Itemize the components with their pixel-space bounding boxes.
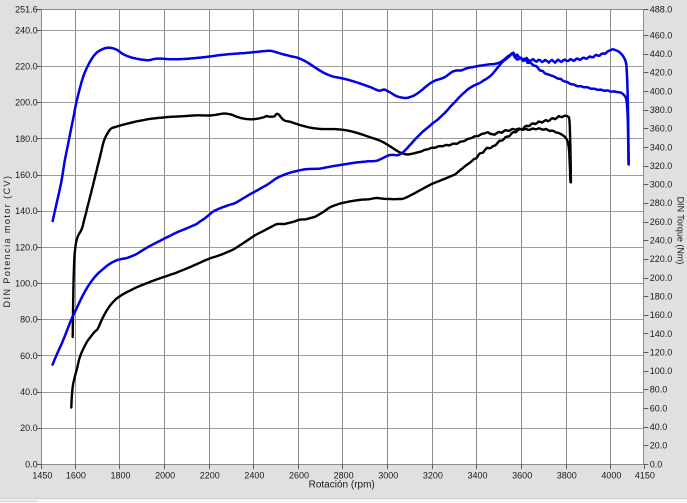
svg-text:460.0: 460.0 (650, 30, 673, 40)
svg-text:340.0: 340.0 (650, 142, 673, 152)
svg-text:0.0: 0.0 (25, 459, 38, 469)
svg-text:1800: 1800 (110, 470, 130, 480)
svg-text:DIN Potencia motor (CV): DIN Potencia motor (CV) (2, 175, 12, 308)
svg-text:1600: 1600 (66, 470, 86, 480)
svg-text:100.0: 100.0 (650, 366, 673, 376)
svg-text:380.0: 380.0 (650, 105, 673, 115)
svg-text:220.0: 220.0 (650, 254, 673, 264)
svg-text:2400: 2400 (244, 470, 264, 480)
svg-text:440.0: 440.0 (650, 49, 673, 59)
svg-text:2200: 2200 (200, 470, 220, 480)
svg-text:60.0: 60.0 (20, 351, 38, 361)
svg-text:360.0: 360.0 (650, 124, 673, 134)
svg-text:300.0: 300.0 (650, 180, 673, 190)
svg-text:80.0: 80.0 (20, 315, 38, 325)
svg-text:400.0: 400.0 (650, 86, 673, 96)
svg-text:1450: 1450 (32, 470, 52, 480)
svg-text:240.0: 240.0 (15, 25, 38, 35)
svg-text:40.0: 40.0 (650, 422, 668, 432)
svg-text:Rotación (rpm): Rotación (rpm) (309, 480, 375, 491)
svg-text:3800: 3800 (557, 470, 577, 480)
svg-text:40.0: 40.0 (20, 387, 38, 397)
svg-text:120.0: 120.0 (15, 242, 38, 252)
svg-text:320.0: 320.0 (650, 161, 673, 171)
svg-text:160.0: 160.0 (650, 310, 673, 320)
svg-text:240.0: 240.0 (650, 236, 673, 246)
svg-text:20.0: 20.0 (650, 441, 668, 451)
svg-text:180.0: 180.0 (650, 292, 673, 302)
svg-text:3400: 3400 (467, 470, 487, 480)
svg-text:260.0: 260.0 (650, 217, 673, 227)
svg-text:280.0: 280.0 (650, 198, 673, 208)
svg-text:180.0: 180.0 (15, 134, 38, 144)
svg-text:120.0: 120.0 (650, 347, 673, 357)
svg-text:200.0: 200.0 (650, 273, 673, 283)
svg-text:251.6: 251.6 (15, 4, 38, 14)
svg-text:100.0: 100.0 (15, 279, 38, 289)
svg-text:2600: 2600 (289, 470, 309, 480)
svg-text:200.0: 200.0 (15, 98, 38, 108)
svg-text:60.0: 60.0 (650, 403, 668, 413)
svg-text:3200: 3200 (423, 470, 443, 480)
svg-text:80.0: 80.0 (650, 385, 668, 395)
svg-text:3600: 3600 (512, 470, 532, 480)
svg-text:2000: 2000 (155, 470, 175, 480)
svg-text:2800: 2800 (334, 470, 354, 480)
svg-text:0.0: 0.0 (650, 459, 663, 469)
svg-text:3000: 3000 (378, 470, 398, 480)
svg-text:160.0: 160.0 (15, 170, 38, 180)
svg-text:220.0: 220.0 (15, 61, 38, 71)
svg-text:420.0: 420.0 (650, 68, 673, 78)
svg-text:140.0: 140.0 (15, 206, 38, 216)
svg-text:4150: 4150 (635, 470, 655, 480)
svg-text:DIN Torque (Nm): DIN Torque (Nm) (676, 197, 686, 265)
svg-text:20.0: 20.0 (20, 423, 38, 433)
svg-text:488.0: 488.0 (650, 4, 673, 14)
svg-text:140.0: 140.0 (650, 329, 673, 339)
svg-text:4000: 4000 (601, 470, 621, 480)
